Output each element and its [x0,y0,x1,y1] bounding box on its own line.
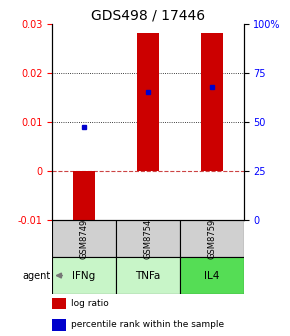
Text: IFNg: IFNg [72,270,96,281]
Text: log ratio: log ratio [71,299,109,308]
Text: IL4: IL4 [204,270,220,281]
Text: GSM8759: GSM8759 [207,218,216,259]
Bar [52,257,116,294]
Bar [52,298,66,309]
Text: TNFa: TNFa [135,270,161,281]
Bar [52,319,66,331]
Bar [200,33,223,171]
Bar [137,33,159,171]
Text: GSM8749: GSM8749 [79,218,89,259]
Bar [73,171,95,225]
Text: percentile rank within the sample: percentile rank within the sample [71,321,224,329]
Bar [180,220,244,257]
Text: agent: agent [23,270,51,281]
Bar [52,220,116,257]
Text: GSM8754: GSM8754 [143,218,153,259]
Bar [116,220,180,257]
Bar [180,257,244,294]
Bar [116,257,180,294]
Title: GDS498 / 17446: GDS498 / 17446 [91,8,205,23]
